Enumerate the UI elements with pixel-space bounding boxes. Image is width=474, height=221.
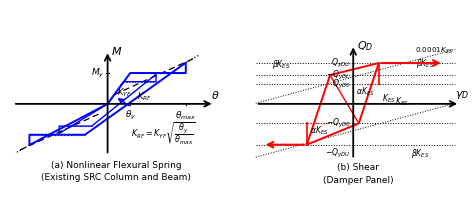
Text: $\theta_{max}$: $\theta_{max}$ <box>175 109 196 122</box>
Text: $K_{RF}$: $K_{RF}$ <box>137 90 152 103</box>
Text: $M_y$: $M_y$ <box>91 67 104 80</box>
Text: (b) Shear
(Damper Panel): (b) Shear (Damper Panel) <box>323 163 393 185</box>
Text: $Q_{yD0}$: $Q_{yD0}$ <box>332 78 350 91</box>
Text: $-Q_{yDL}$: $-Q_{yDL}$ <box>326 69 350 82</box>
Text: $\beta K_{ES}$: $\beta K_{ES}$ <box>411 147 430 160</box>
Text: $-Q_{yDU}$: $-Q_{yDU}$ <box>325 147 350 160</box>
Text: $M$: $M$ <box>111 45 122 57</box>
Text: $K_{ES}$: $K_{ES}$ <box>382 93 396 105</box>
Text: (a) Nonlinear Flexural Spring
(Existing SRC Column and Beam): (a) Nonlinear Flexural Spring (Existing … <box>41 161 191 182</box>
Text: $\theta$: $\theta$ <box>211 90 219 101</box>
Text: $Q_{yDU}$: $Q_{yDU}$ <box>331 57 350 70</box>
Text: $\theta_y$: $\theta_y$ <box>125 109 136 122</box>
Text: $\alpha K_{ES}$: $\alpha K_{ES}$ <box>356 86 374 98</box>
Text: $0.0001K_{ES}$: $0.0001K_{ES}$ <box>415 45 453 56</box>
Text: $Q_D$: $Q_D$ <box>357 39 374 53</box>
Text: $\beta K_{ES}$: $\beta K_{ES}$ <box>416 57 434 70</box>
Text: $\gamma_D$: $\gamma_D$ <box>455 89 469 101</box>
Text: $-Q_{yD0}$: $-Q_{yD0}$ <box>326 117 350 130</box>
Text: $\beta K_{ES}$: $\beta K_{ES}$ <box>272 58 291 71</box>
Text: $K_{ES}$: $K_{ES}$ <box>395 95 409 108</box>
Text: $K_{RF} = K_{YF}\sqrt{\dfrac{\theta_y}{\theta_{max}}}$: $K_{RF} = K_{YF}\sqrt{\dfrac{\theta_y}{\… <box>131 120 195 147</box>
Text: $K_{YF}$: $K_{YF}$ <box>117 86 131 99</box>
Text: $\alpha K_{ES}$: $\alpha K_{ES}$ <box>310 125 329 137</box>
